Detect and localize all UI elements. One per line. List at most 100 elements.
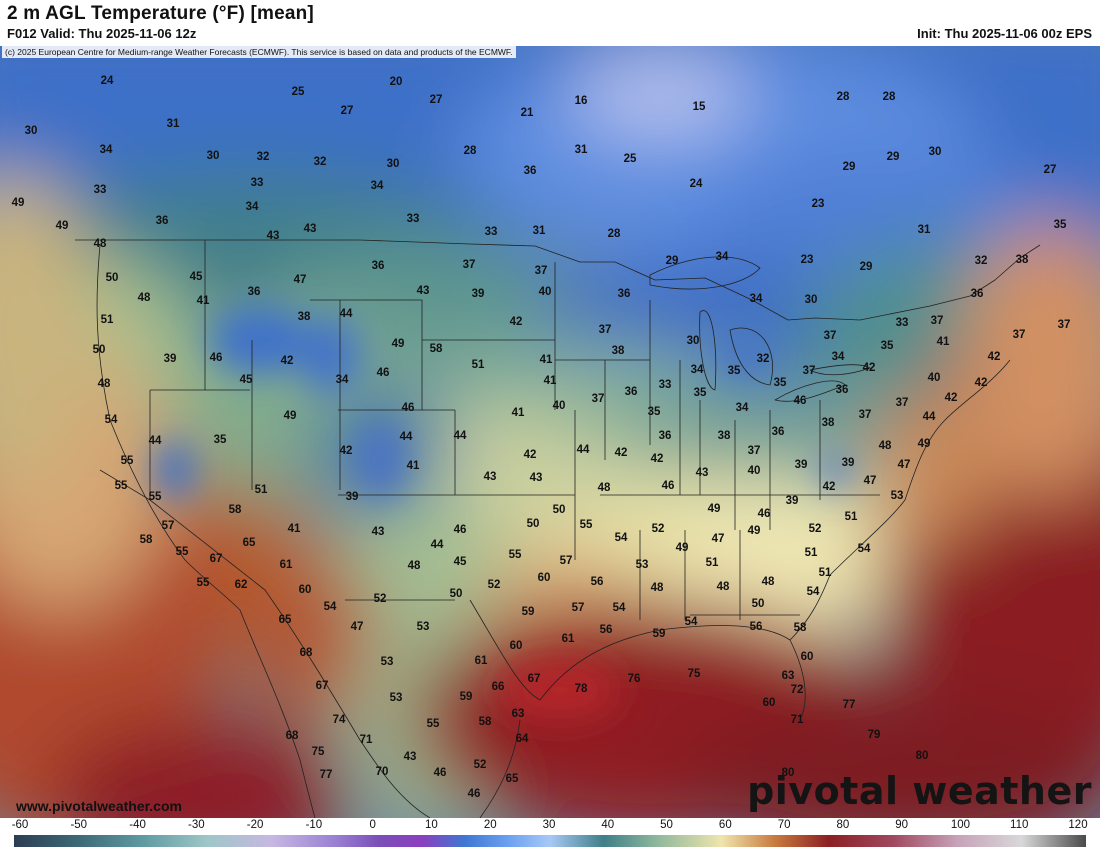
- temperature-label: 42: [975, 377, 988, 389]
- site-url[interactable]: www.pivotalweather.com: [16, 798, 182, 814]
- temperature-label: 55: [149, 491, 162, 503]
- temperature-label: 36: [772, 426, 785, 438]
- temperature-label: 75: [312, 746, 325, 758]
- temperature-label: 80: [782, 767, 795, 779]
- temperature-label: 33: [407, 213, 420, 225]
- colorbar-tick: 10: [425, 819, 438, 831]
- temperature-label: 28: [464, 145, 477, 157]
- temperature-label: 37: [896, 397, 909, 409]
- temperature-label: 37: [859, 409, 872, 421]
- colorbar-tick: -20: [246, 819, 264, 831]
- temperature-label: 75: [688, 668, 701, 680]
- temperature-label: 41: [544, 375, 557, 387]
- temperature-label: 48: [879, 440, 892, 452]
- temperature-label: 36: [836, 384, 849, 396]
- temperature-label: 51: [255, 484, 268, 496]
- temperature-label: 46: [377, 367, 390, 379]
- temperature-label: 53: [891, 490, 904, 502]
- colorbar: -60 -50 -40 -30 -20 -10 0 10 20 30 40 50 60 70 80 90 100…: [0, 818, 1100, 850]
- temperature-label: 44: [400, 431, 413, 443]
- temperature-label: 51: [805, 547, 818, 559]
- temperature-label: 37: [463, 259, 476, 271]
- temperature-label: 40: [539, 286, 552, 298]
- temperature-label: 42: [524, 449, 537, 461]
- temperature-label: 46: [454, 524, 467, 536]
- temperature-label: 56: [591, 576, 604, 588]
- temperature-label: 44: [577, 444, 590, 456]
- temperature-label: 43: [404, 751, 417, 763]
- temperature-label: 42: [340, 445, 353, 457]
- temperature-label: 56: [600, 624, 613, 636]
- temperature-label: 47: [864, 475, 877, 487]
- temperature-label: 42: [945, 392, 958, 404]
- temperature-label: 46: [662, 480, 675, 492]
- temperature-label: 47: [294, 274, 307, 286]
- temperature-label: 34: [832, 351, 845, 363]
- temperature-label: 16: [575, 95, 588, 107]
- colorbar-tick: 0: [369, 819, 376, 831]
- colorbar-tick: 80: [836, 819, 850, 831]
- temperature-label: 33: [251, 177, 264, 189]
- temperature-label: 47: [712, 533, 725, 545]
- temperature-label: 29: [860, 261, 873, 273]
- temperature-label: 27: [1044, 164, 1057, 176]
- temperature-label: 42: [510, 316, 523, 328]
- temperature-label: 46: [758, 508, 771, 520]
- temperature-label: 42: [651, 453, 664, 465]
- temperature-label: 24: [690, 178, 703, 190]
- temperature-label: 28: [837, 91, 850, 103]
- temperature-label: 32: [757, 353, 770, 365]
- temperature-label: 59: [653, 628, 666, 640]
- temperature-label: 53: [390, 692, 403, 704]
- temperature-label: 59: [460, 691, 473, 703]
- temperature-label: 36: [524, 165, 537, 177]
- temperature-label: 54: [685, 616, 698, 628]
- temperature-label: 49: [708, 503, 721, 515]
- colorbar-tick: 40: [601, 819, 615, 831]
- temperature-label: 60: [763, 697, 776, 709]
- temperature-label: 34: [371, 180, 384, 192]
- temperature-label: 43: [267, 230, 280, 242]
- temperature-label: 34: [716, 251, 729, 263]
- temperature-label: 35: [881, 340, 894, 352]
- temperature-label: 60: [299, 584, 312, 596]
- temperature-label: 54: [615, 532, 628, 544]
- temperature-label: 52: [652, 523, 665, 535]
- temperature-label: 47: [898, 459, 911, 471]
- temperature-label: 20: [390, 76, 403, 88]
- temperature-label: 43: [372, 526, 385, 538]
- temperature-label: 23: [801, 254, 814, 266]
- temperature-label: 49: [12, 197, 25, 209]
- temperature-label: 55: [427, 718, 440, 730]
- temperature-label: 32: [314, 156, 327, 168]
- temperature-label: 57: [572, 602, 585, 614]
- temperature-label: 51: [706, 557, 719, 569]
- temperature-label: 40: [928, 372, 941, 384]
- temperature-label: 34: [100, 144, 113, 156]
- temperature-label: 33: [896, 317, 909, 329]
- temperature-label: 77: [843, 699, 856, 711]
- temperature-label: 61: [475, 655, 488, 667]
- temperature-label: 33: [485, 226, 498, 238]
- temperature-label: 41: [540, 354, 553, 366]
- temperature-label: 31: [575, 144, 588, 156]
- temperature-label: 58: [794, 622, 807, 634]
- temperature-label: 55: [580, 519, 593, 531]
- temperature-label: 65: [243, 537, 256, 549]
- temperature-map[interactable]: 24 20 25 27 16 15 21 27 28 28 30 31 34 30 32 32 28 31 25 30…: [0, 46, 1100, 818]
- temperature-label: 57: [162, 520, 175, 532]
- temperature-label: 52: [488, 579, 501, 591]
- temperature-label: 49: [918, 438, 931, 450]
- colorbar-tick: -30: [188, 819, 205, 831]
- temperature-label: 68: [300, 647, 313, 659]
- colorbar-gradient: [14, 835, 1086, 847]
- temperature-label: 30: [207, 150, 220, 162]
- temperature-label: 36: [156, 215, 169, 227]
- temperature-label: 37: [1058, 319, 1071, 331]
- temperature-label: 52: [374, 593, 387, 605]
- temperature-label: 62: [235, 579, 248, 591]
- temperature-label: 51: [472, 359, 485, 371]
- temperature-label: 36: [971, 288, 984, 300]
- temperature-label: 42: [863, 362, 876, 374]
